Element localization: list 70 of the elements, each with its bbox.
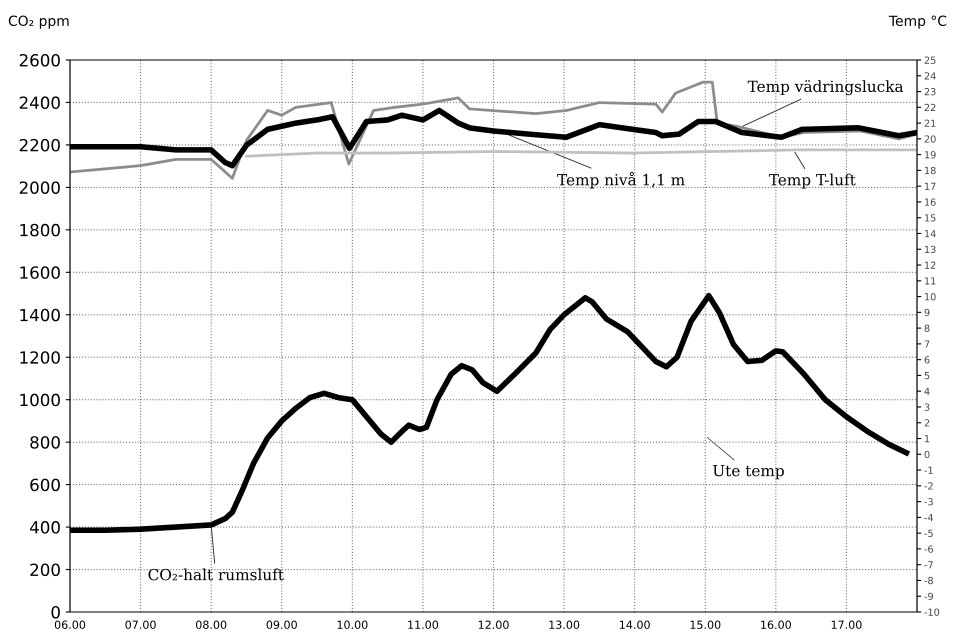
- y-tick-label: 1800: [20, 224, 60, 236]
- y2-tick-label: 10: [925, 293, 936, 300]
- y2-tick-label: -10: [924, 608, 940, 616]
- y-tick-label: 600: [30, 478, 60, 492]
- y-tick-label: 1400: [20, 308, 60, 322]
- y2-tick-label: 2: [924, 419, 930, 426]
- y2-tick-label: -3: [924, 498, 933, 506]
- y-tick-label: 1000: [20, 394, 60, 406]
- y2-tick-label: -9: [924, 592, 933, 600]
- series-label: Temp T-luft: [768, 174, 856, 188]
- y2-axis-title: Temp °C: [888, 16, 946, 29]
- y2-tick-label: 19: [925, 151, 936, 158]
- x-tick-label: 15.00: [690, 620, 720, 629]
- y2-tick-label: -7: [924, 561, 933, 568]
- y2-tick-label: 7: [924, 340, 930, 348]
- y2-tick-label: 9: [924, 308, 930, 316]
- x-tick-label: 17.00: [832, 620, 862, 629]
- y-tick-label: 2200: [20, 138, 60, 152]
- y2-tick-label: 6: [924, 356, 930, 364]
- y2-tick-label: 17: [925, 182, 936, 190]
- y2-tick-label: -5: [924, 530, 933, 537]
- y2-tick-label: 0: [924, 450, 930, 458]
- y2-tick-label: -8: [924, 576, 933, 584]
- annotation: Ute temp: [713, 464, 784, 480]
- x-tick-label: 09.00: [266, 620, 297, 629]
- text: Temp vädringslucka: [748, 80, 904, 96]
- x-tick-label: 13.00: [549, 620, 580, 629]
- y2-tick-label: 24: [924, 72, 936, 80]
- y-tick-label: 2400: [20, 96, 60, 110]
- y2-tick-label: -2: [924, 482, 933, 490]
- y-tick-label: 2000: [20, 181, 60, 194]
- y2-tick-label: 23: [924, 88, 936, 96]
- y-tick-label: 1600: [20, 266, 60, 279]
- x-tick-label: 06.00: [54, 620, 86, 629]
- x-tick-label: 14.00: [620, 620, 650, 629]
- line-series: [245, 148, 917, 158]
- y2-tick-label: 12: [925, 262, 936, 269]
- y2-tick-label: 15: [925, 214, 936, 222]
- x-tick-label: 12.00: [478, 620, 509, 629]
- y2-tick-label: 8: [924, 324, 930, 332]
- x-tick-label: 08.00: [196, 620, 226, 629]
- y2-tick-label: 22: [924, 104, 936, 112]
- text: Temp nivå 1,1 m: [557, 172, 685, 188]
- y2-tick-label: 14: [925, 230, 936, 238]
- y2-tick-label: -6: [924, 545, 934, 553]
- y2-tick-label: 5: [924, 372, 930, 380]
- text: CO₂-halt rumsluft: [148, 568, 284, 580]
- x-tick-label: 07.00: [125, 620, 156, 629]
- y-tick-label: 0: [51, 606, 60, 619]
- y-tick-label: 1200: [20, 351, 60, 364]
- y2-tick-label: 20: [924, 135, 936, 143]
- y2-tick-label: 13: [925, 246, 936, 254]
- y2-tick-label: 4: [924, 388, 930, 395]
- y-tick-label: 200: [30, 564, 60, 576]
- y2-tick-label: 18: [925, 166, 936, 174]
- y2-tick-label: 21: [924, 120, 936, 127]
- y-axis-title: CO₂ ppm: [8, 16, 69, 29]
- x-tick-label: 10.00: [338, 620, 368, 629]
- y2-tick-label: 1: [925, 435, 930, 442]
- y-tick-label: 400: [30, 521, 60, 534]
- y2-tick-label: 16: [925, 198, 936, 206]
- y2-tick-label: -4: [924, 514, 934, 522]
- y2-tick-label: 3: [924, 403, 930, 411]
- x-tick-label: 11.00: [408, 620, 438, 629]
- y2-tick-label: 11: [925, 277, 936, 284]
- y-tick-label: 800: [30, 436, 60, 449]
- y2-tick-label: 25: [924, 56, 936, 64]
- y2-tick-label: -1: [924, 466, 933, 474]
- x-tick-label: 16.00: [761, 620, 791, 629]
- y-tick-label: 2600: [20, 54, 60, 67]
